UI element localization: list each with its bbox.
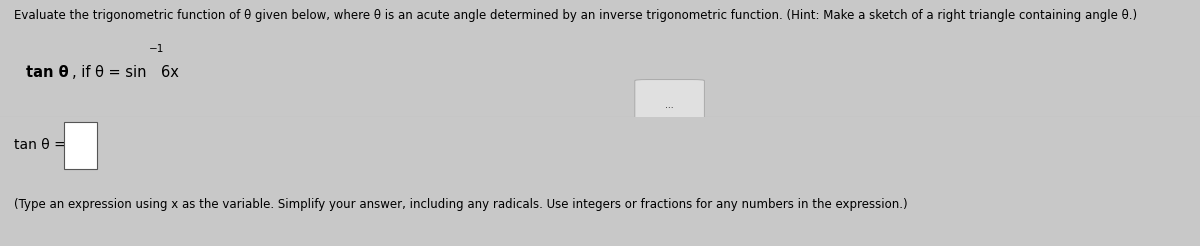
Text: 6x: 6x: [161, 65, 179, 80]
FancyBboxPatch shape: [64, 122, 97, 169]
Text: tan θ: tan θ: [26, 65, 70, 80]
Text: ...: ...: [665, 101, 674, 110]
Text: Evaluate the trigonometric function of θ given below, where θ is an acute angle : Evaluate the trigonometric function of θ…: [14, 9, 1138, 22]
Text: , if θ = sin: , if θ = sin: [72, 65, 146, 80]
Text: tan θ =: tan θ =: [14, 138, 66, 152]
FancyBboxPatch shape: [635, 79, 704, 131]
Text: (Type an expression using x as the variable. Simplify your answer, including any: (Type an expression using x as the varia…: [14, 198, 908, 211]
Text: −1: −1: [149, 44, 164, 54]
